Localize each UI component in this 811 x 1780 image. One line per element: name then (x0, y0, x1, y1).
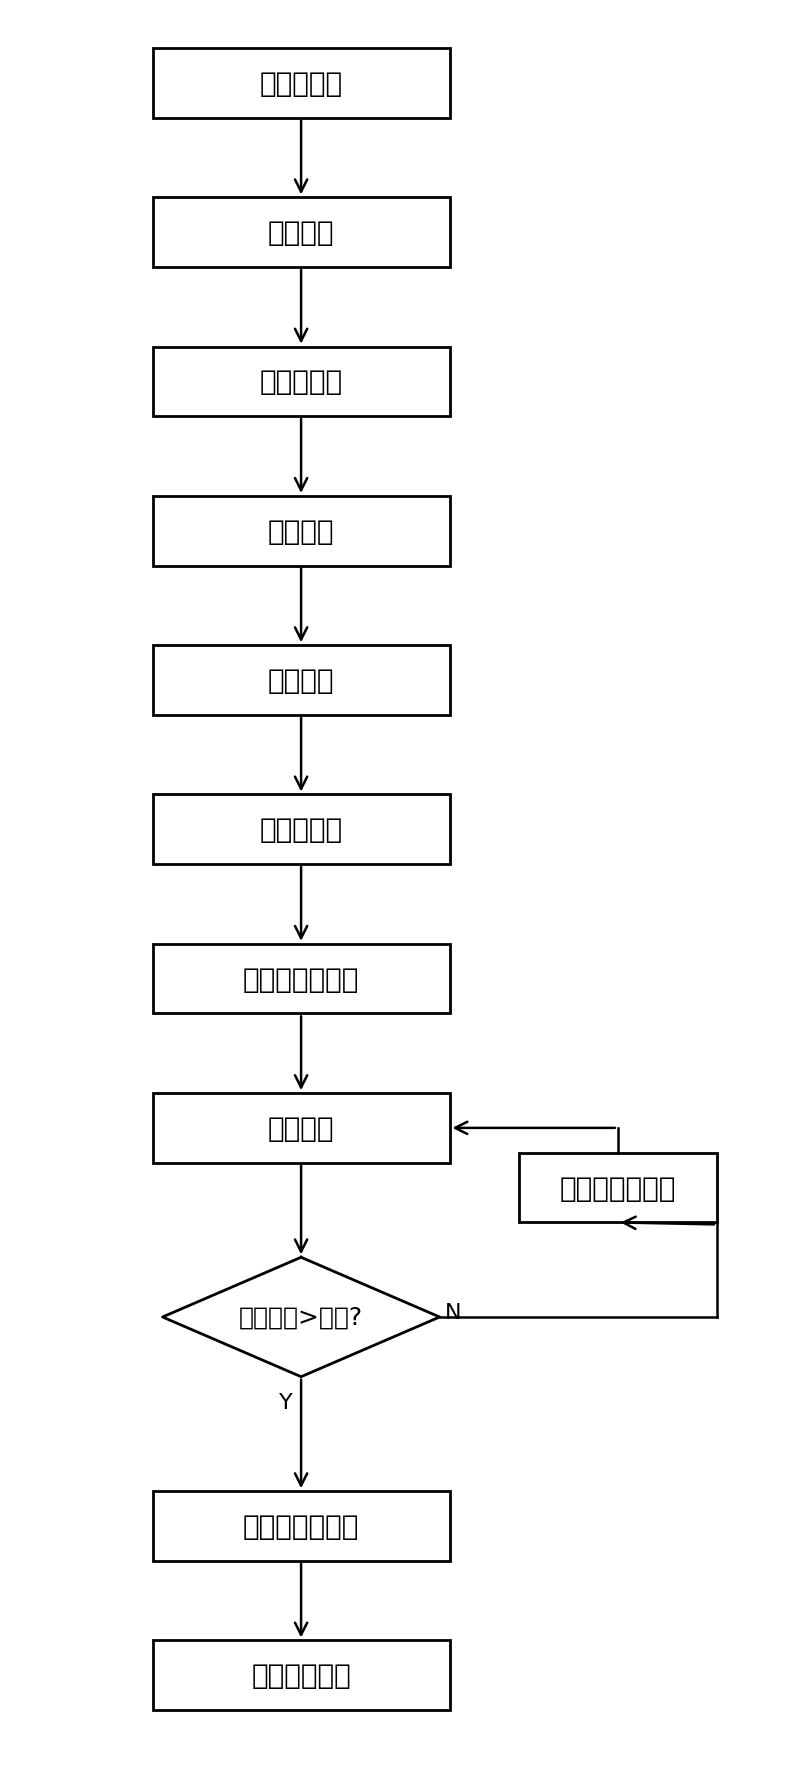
Text: N: N (444, 1303, 461, 1323)
Bar (152, 1492, 449, 1561)
Text: 分段点向前移动: 分段点向前移动 (560, 1175, 676, 1202)
Bar (152, 48, 449, 119)
Text: 获得踏面轮廓: 获得踏面轮廓 (251, 1661, 351, 1689)
Text: 数据预处理: 数据预处理 (260, 368, 342, 397)
Bar (152, 1093, 449, 1162)
Text: 传感器布设: 传感器布设 (260, 69, 342, 98)
Text: 数据融合: 数据融合 (268, 518, 334, 545)
Bar (152, 943, 449, 1015)
Polygon shape (162, 1257, 440, 1378)
Bar (152, 347, 449, 417)
Text: 平滑处理: 平滑处理 (268, 668, 334, 694)
Bar (152, 796, 449, 865)
Text: 坐标转换: 坐标转换 (268, 219, 334, 247)
Bar (152, 1641, 449, 1711)
Bar (152, 497, 449, 566)
Bar (152, 646, 449, 716)
Text: 曲线拟合: 曲线拟合 (268, 1114, 334, 1143)
Bar (152, 198, 449, 267)
Text: 确定精确分段点: 确定精确分段点 (243, 1513, 359, 1540)
Text: 决定系数>阈值?: 决定系数>阈值? (239, 1305, 363, 1330)
Text: 提取特征点: 提取特征点 (260, 815, 342, 844)
Text: Y: Y (280, 1392, 293, 1412)
Bar (519, 1153, 717, 1223)
Text: 确定初始分段点: 确定初始分段点 (243, 965, 359, 993)
